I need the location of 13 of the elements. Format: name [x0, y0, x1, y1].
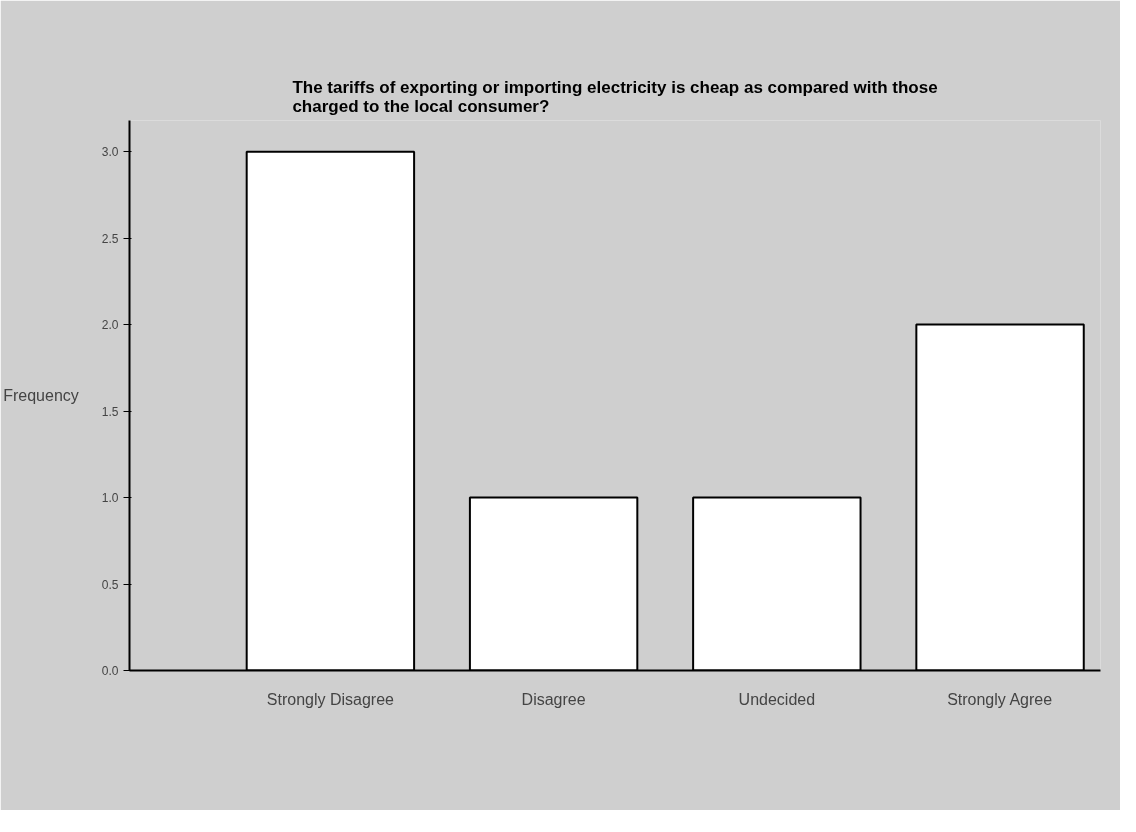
y-tick-label: 1.0: [101, 491, 119, 506]
y-tick-label: 2.5: [101, 231, 119, 246]
chart-title: The tariffs of exporting or importing electricity is cheap as compared with those charged to the local consumer?: [292, 77, 938, 116]
y-tick-label: 0.0: [101, 664, 119, 678]
y-tick-label: 3.0: [101, 145, 119, 160]
y-axis-title: Frequency: [3, 387, 79, 404]
y-tick-label: 2.0: [101, 318, 119, 333]
x-tick-label: Disagree: [521, 690, 586, 708]
y-tick-label: 0.5: [101, 577, 119, 592]
x-tick-label: Strongly Disagree: [266, 690, 395, 708]
x-tick-label: Undecided: [738, 690, 816, 708]
y-tick-label: 1.5: [101, 404, 119, 419]
x-tick-label: Strongly Agree: [947, 690, 1053, 708]
